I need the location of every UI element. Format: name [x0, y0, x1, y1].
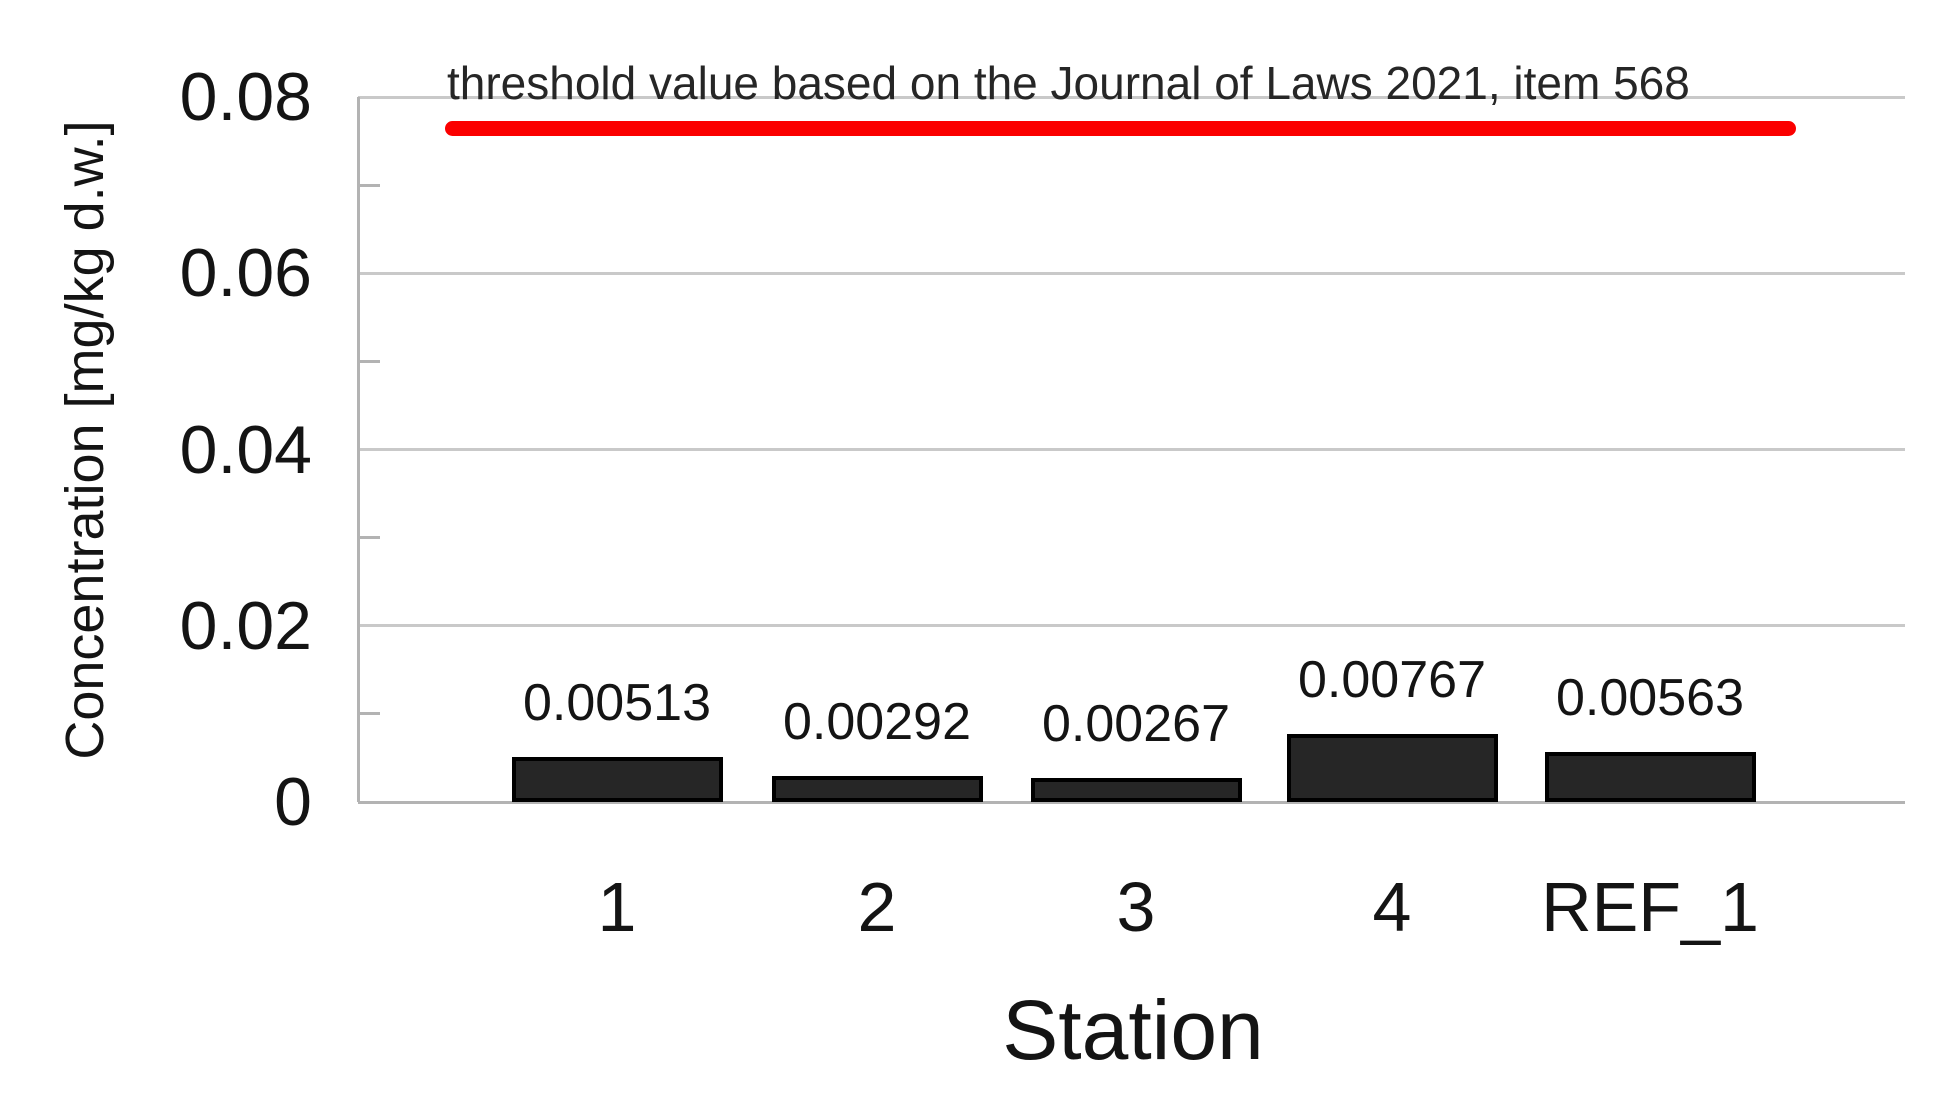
x-tick-label: 3: [1116, 868, 1156, 946]
y-minor-tick: [358, 712, 380, 716]
bar: [771, 776, 983, 802]
x-tick-label: 1: [597, 868, 637, 946]
y-minor-tick: [358, 536, 380, 540]
gridline: [358, 448, 1905, 451]
y-minor-tick: [358, 359, 380, 363]
gridline: [358, 271, 1905, 275]
y-minor-tick: [358, 183, 380, 187]
x-tick-label: 2: [857, 868, 897, 946]
y-tick-label: 0.02: [179, 587, 312, 664]
y-tick-label: 0.04: [179, 411, 312, 488]
bar-value-label: 0.00767: [1298, 651, 1486, 710]
y-axis-line: [356, 97, 360, 802]
y-tick-label: 0: [274, 764, 312, 840]
bar: [1286, 734, 1498, 802]
bar: [1030, 778, 1242, 802]
x-axis-line: [358, 800, 1905, 804]
bar-value-label: 0.00563: [1556, 669, 1744, 728]
bar: [511, 756, 723, 802]
bar-value-label: 0.00513: [523, 673, 711, 732]
x-axis-title: Station: [1002, 983, 1264, 1077]
y-tick-label: 0.08: [179, 59, 312, 135]
x-tick-label: 4: [1372, 868, 1412, 946]
x-tick-label: REF_1: [1541, 868, 1759, 946]
bar: [1544, 752, 1756, 802]
threshold-line: [445, 120, 1796, 136]
gridline: [358, 624, 1905, 628]
y-axis-title: Concentration [mg/kg d.w.]: [55, 120, 115, 760]
bar-value-label: 0.00292: [783, 693, 971, 752]
threshold-annotation: threshold value based on the Journal of …: [447, 57, 1690, 109]
gridline: [358, 95, 1905, 99]
y-tick-label: 0.06: [179, 235, 312, 312]
bar-value-label: 0.00267: [1042, 695, 1230, 754]
